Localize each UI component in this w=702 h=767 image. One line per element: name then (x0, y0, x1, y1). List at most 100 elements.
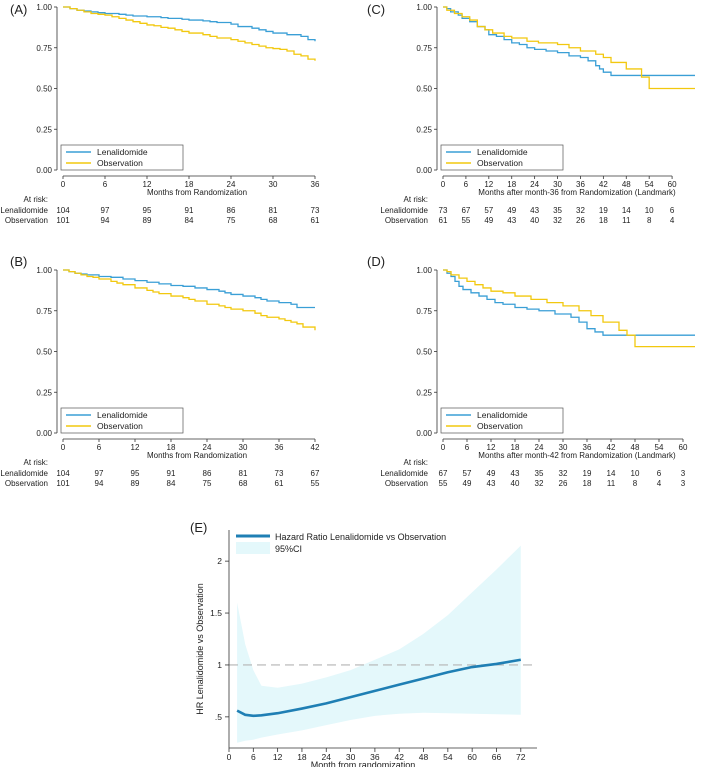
y-tick-label: 0.00 (416, 429, 432, 438)
at-risk-count: 49 (487, 469, 496, 478)
x-axis-title: Months after month-42 from Randomization… (478, 451, 676, 460)
y-tick-label: 0.75 (36, 44, 52, 53)
x-tick-label: 0 (441, 443, 446, 452)
at-risk-count: 89 (131, 479, 140, 488)
at-risk-count: 104 (56, 206, 70, 215)
at-risk-count: 57 (484, 206, 493, 215)
x-tick-label: 60 (679, 443, 688, 452)
at-risk-count: 57 (463, 469, 472, 478)
at-risk-count: 18 (583, 479, 592, 488)
panel-c-label: (C) (367, 2, 385, 17)
x-tick-label: 18 (507, 180, 516, 189)
x-tick-label: 24 (227, 180, 236, 189)
at-risk-count: 43 (530, 206, 539, 215)
at-risk-count: 49 (463, 479, 472, 488)
y-tick-label: 0.00 (36, 166, 52, 175)
y-tick-label: 2 (217, 556, 222, 566)
at-risk-row-label: Lenalidomide (380, 469, 428, 478)
at-risk-count: 91 (167, 469, 176, 478)
at-risk-count: 67 (461, 206, 470, 215)
at-risk-count: 95 (131, 469, 140, 478)
at-risk-count: 3 (681, 469, 686, 478)
at-risk-count: 61 (439, 216, 448, 225)
x-axis-title: Month from randomization (311, 760, 416, 767)
at-risk-count: 61 (275, 479, 284, 488)
y-tick-label: 1.00 (36, 266, 52, 275)
at-risk-count: 35 (553, 206, 562, 215)
at-risk-count: 89 (143, 216, 152, 225)
at-risk-count: 43 (507, 216, 516, 225)
at-risk-count: 73 (275, 469, 284, 478)
x-tick-label: 72 (516, 752, 526, 762)
panel-d: (D) 0.000.250.500.751.000 6 12 18 24 30 36 42 48… (367, 254, 695, 488)
x-tick-label: 6 (251, 752, 256, 762)
x-tick-label: 60 (668, 180, 677, 189)
x-tick-label: 24 (322, 752, 332, 762)
legend-label: Lenalidomide (97, 410, 148, 420)
legend-label: Observation (477, 421, 523, 431)
at-risk-count: 19 (599, 206, 608, 215)
legend-box (440, 407, 564, 434)
km-curve-observation (63, 6, 316, 61)
at-risk-count: 68 (269, 216, 278, 225)
legend-label: 95%CI (275, 544, 302, 554)
panel-c: (C) 0.000.250.500.751.000 6 12 18 24 30 36 42 48… (367, 2, 695, 225)
legend-label: Lenalidomide (97, 147, 148, 157)
x-tick-label: 42 (394, 752, 404, 762)
at-risk-count: 10 (645, 206, 654, 215)
y-tick-label: 0.25 (36, 125, 52, 134)
at-risk-count: 97 (95, 469, 104, 478)
x-tick-label: 12 (273, 752, 283, 762)
at-risk-heading: At risk: (404, 458, 428, 467)
at-risk-count: 32 (576, 206, 585, 215)
at-risk-count: 40 (511, 479, 520, 488)
at-risk-count: 49 (507, 206, 516, 215)
panel-d-label: (D) (367, 254, 385, 269)
at-risk-count: 94 (95, 479, 104, 488)
at-risk-row-label: Lenalidomide (380, 206, 428, 215)
y-tick-label: 0.75 (416, 44, 432, 53)
legend-label: Observation (97, 158, 143, 168)
x-tick-label: 36 (576, 180, 585, 189)
x-tick-label: 42 (599, 180, 608, 189)
x-tick-label: 6 (464, 180, 469, 189)
at-risk-heading: At risk: (24, 195, 48, 204)
at-risk-count: 32 (553, 216, 562, 225)
x-tick-label: 0 (441, 180, 446, 189)
y-tick-label: .5 (215, 712, 222, 722)
at-risk-count: 94 (101, 216, 110, 225)
panel-b: (B) 0.00 0.25 0.50 0.75 1.00 0 6 12 18 24 30 36 42 Mo… (0, 254, 320, 488)
at-risk-count: 91 (185, 206, 194, 215)
at-risk-count: 86 (227, 206, 236, 215)
at-risk-count: 67 (311, 469, 320, 478)
x-tick-label: 54 (645, 180, 654, 189)
x-tick-label: 66 (492, 752, 502, 762)
x-tick-label: 0 (61, 443, 66, 452)
at-risk-count: 49 (484, 216, 493, 225)
x-tick-label: 18 (185, 180, 194, 189)
x-tick-label: 18 (167, 443, 176, 452)
at-risk-count: 32 (559, 469, 568, 478)
at-risk-count: 104 (56, 469, 70, 478)
at-risk-count: 95 (143, 206, 152, 215)
x-tick-label: 48 (622, 180, 631, 189)
at-risk-count: 97 (101, 206, 110, 215)
x-tick-label: 30 (346, 752, 356, 762)
at-risk-count: 18 (599, 216, 608, 225)
y-tick-label: 0.25 (416, 125, 432, 134)
x-tick-label: 36 (275, 443, 284, 452)
x-tick-label: 6 (103, 180, 108, 189)
at-risk-count: 55 (311, 479, 320, 488)
x-tick-label: 24 (535, 443, 544, 452)
at-risk-count: 14 (622, 206, 631, 215)
at-risk-count: 11 (622, 216, 631, 225)
at-risk-row-label: Observation (5, 479, 48, 488)
at-risk-count: 26 (576, 216, 585, 225)
at-risk-row-label: Lenalidomide (0, 206, 48, 215)
at-risk-count: 4 (657, 479, 662, 488)
at-risk-count: 86 (203, 469, 212, 478)
y-tick-label: 1.00 (416, 3, 432, 12)
x-tick-label: 30 (269, 180, 278, 189)
legend-label: Observation (97, 421, 143, 431)
